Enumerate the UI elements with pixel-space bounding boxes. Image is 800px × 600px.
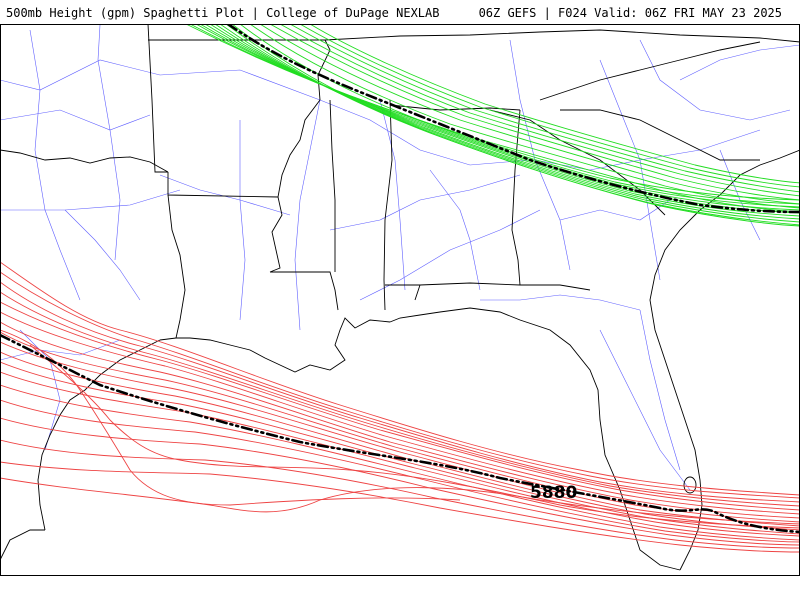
model-run-info: 06Z GEFS | F024 Valid: 06Z FRI MAY 23 20… xyxy=(478,6,782,20)
plot-title: 500mb Height (gpm) Spaghetti Plot | Coll… xyxy=(6,6,440,20)
southern-ensemble-contours xyxy=(0,261,800,553)
contour-label-5880: 5880 xyxy=(530,483,577,503)
spaghetti-map: 5880 xyxy=(0,24,800,571)
road-network xyxy=(0,24,800,491)
ensemble-mean-contours xyxy=(0,24,800,534)
header-bar: 500mb Height (gpm) Spaghetti Plot | Coll… xyxy=(0,0,800,24)
